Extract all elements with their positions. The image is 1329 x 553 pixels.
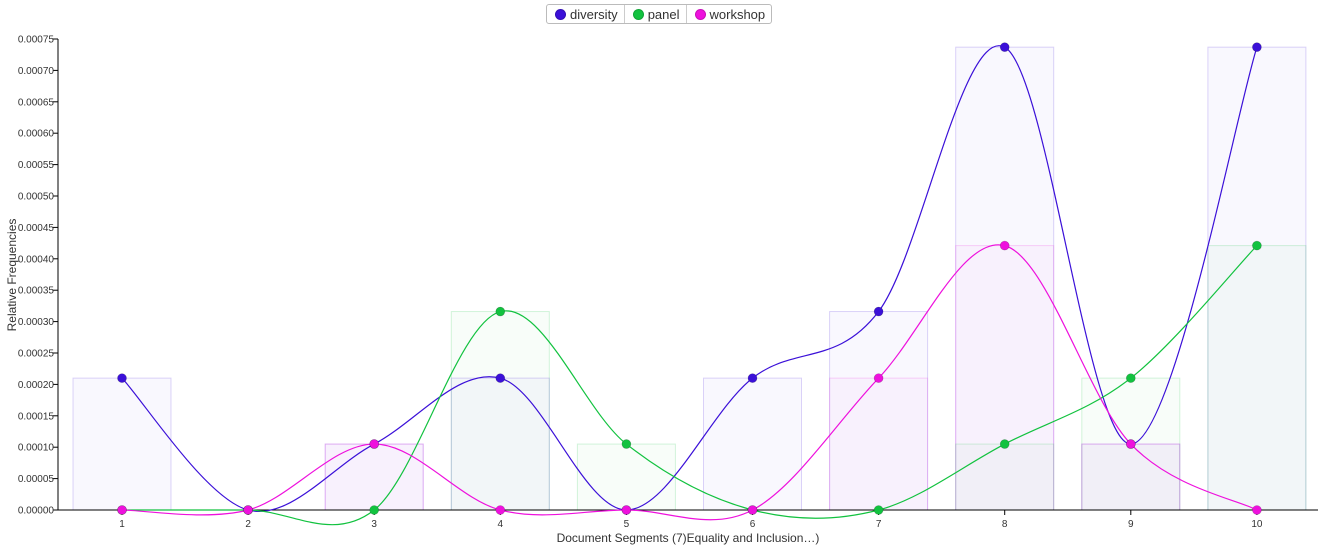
y-tick-label: 0.00015 bbox=[18, 411, 55, 422]
x-tick-label: 7 bbox=[876, 519, 882, 530]
y-tick-label: 0.00045 bbox=[18, 223, 55, 234]
point-diversity-1[interactable] bbox=[117, 373, 127, 383]
x-tick-label: 6 bbox=[750, 519, 756, 530]
point-workshop-5[interactable] bbox=[621, 505, 632, 515]
y-tick-label: 0.00065 bbox=[18, 97, 55, 108]
bar-diversity-1 bbox=[72, 377, 172, 511]
x-tick-label: 4 bbox=[498, 519, 504, 530]
point-workshop-4[interactable] bbox=[495, 505, 506, 515]
legend-item-panel[interactable]: panel bbox=[625, 5, 687, 23]
point-panel-7[interactable] bbox=[873, 505, 884, 515]
x-axis-title: Document Segments (7)Equality and Inclus… bbox=[557, 531, 820, 545]
y-axis-title: Relative Frequencies bbox=[5, 219, 19, 332]
legend-swatch bbox=[694, 8, 706, 20]
chart-legend: diversity panel workshop bbox=[546, 4, 773, 24]
point-diversity-10[interactable] bbox=[1252, 42, 1262, 52]
points-layer bbox=[117, 42, 1262, 515]
lines-layer bbox=[121, 45, 1258, 526]
point-workshop-9[interactable] bbox=[1126, 439, 1136, 449]
y-tick-label: 0.00060 bbox=[18, 129, 55, 140]
bar-panel-10 bbox=[1207, 245, 1307, 511]
x-tick-label: 1 bbox=[119, 519, 125, 530]
y-tick-label: 0.00025 bbox=[18, 349, 55, 360]
point-workshop-8[interactable] bbox=[999, 240, 1010, 251]
y-tick-label: 0.00030 bbox=[18, 317, 55, 328]
point-workshop-10[interactable] bbox=[1252, 505, 1262, 515]
legend-label: workshop bbox=[709, 6, 766, 22]
series-line-diversity bbox=[121, 45, 1258, 513]
point-panel-9[interactable] bbox=[1126, 373, 1136, 383]
y-tick-label: 0.00075 bbox=[18, 35, 55, 46]
series-line-workshop bbox=[121, 244, 1258, 521]
y-tick-label: 0.00070 bbox=[18, 66, 55, 77]
point-diversity-8[interactable] bbox=[999, 42, 1010, 52]
legend-label: panel bbox=[647, 6, 680, 22]
point-workshop-1[interactable] bbox=[117, 505, 127, 515]
y-tick-label: 0.00010 bbox=[18, 443, 55, 454]
series-line-panel bbox=[122, 245, 1258, 526]
point-panel-8[interactable] bbox=[999, 439, 1010, 449]
bar-panel-8 bbox=[955, 443, 1055, 511]
point-workshop-7[interactable] bbox=[873, 373, 884, 383]
point-workshop-2[interactable] bbox=[243, 505, 253, 515]
legend-item-diversity[interactable]: diversity bbox=[547, 5, 625, 23]
bar-diversity-6 bbox=[703, 377, 802, 511]
x-tick-label: 9 bbox=[1128, 519, 1134, 530]
legend-swatch bbox=[555, 8, 566, 20]
y-tick-label: 0.00040 bbox=[18, 254, 55, 265]
point-workshop-6[interactable] bbox=[747, 505, 758, 515]
y-tick-label: 0.00005 bbox=[18, 474, 55, 485]
legend-item-workshop[interactable]: workshop bbox=[687, 5, 772, 23]
point-diversity-4[interactable] bbox=[495, 373, 506, 383]
bar-workshop-7 bbox=[829, 377, 929, 511]
x-tick-label: 8 bbox=[1002, 519, 1008, 530]
bars-layer bbox=[72, 46, 1307, 511]
point-panel-4[interactable] bbox=[495, 306, 506, 317]
point-workshop-3[interactable] bbox=[369, 439, 380, 449]
x-tick-label: 2 bbox=[245, 519, 251, 530]
bar-workshop-9 bbox=[1081, 443, 1181, 511]
y-tick-label: 0.00035 bbox=[18, 286, 55, 297]
legend-label: diversity bbox=[570, 6, 618, 22]
point-diversity-7[interactable] bbox=[873, 306, 884, 317]
y-tick-label: 0.00020 bbox=[18, 380, 55, 391]
x-tick-label: 10 bbox=[1251, 519, 1263, 530]
point-panel-5[interactable] bbox=[621, 439, 632, 449]
bar-panel-5 bbox=[576, 443, 676, 511]
x-tick-label: 5 bbox=[624, 519, 630, 530]
point-panel-10[interactable] bbox=[1252, 240, 1262, 251]
y-tick-label: 0.00050 bbox=[18, 192, 55, 203]
legend-swatch bbox=[632, 8, 644, 20]
point-diversity-6[interactable] bbox=[747, 373, 758, 383]
y-tick-label: 0.00000 bbox=[18, 506, 55, 517]
y-tick-label: 0.00055 bbox=[18, 160, 55, 171]
bar-diversity-4 bbox=[450, 377, 550, 511]
point-panel-3[interactable] bbox=[369, 505, 380, 515]
x-tick-label: 3 bbox=[371, 519, 377, 530]
